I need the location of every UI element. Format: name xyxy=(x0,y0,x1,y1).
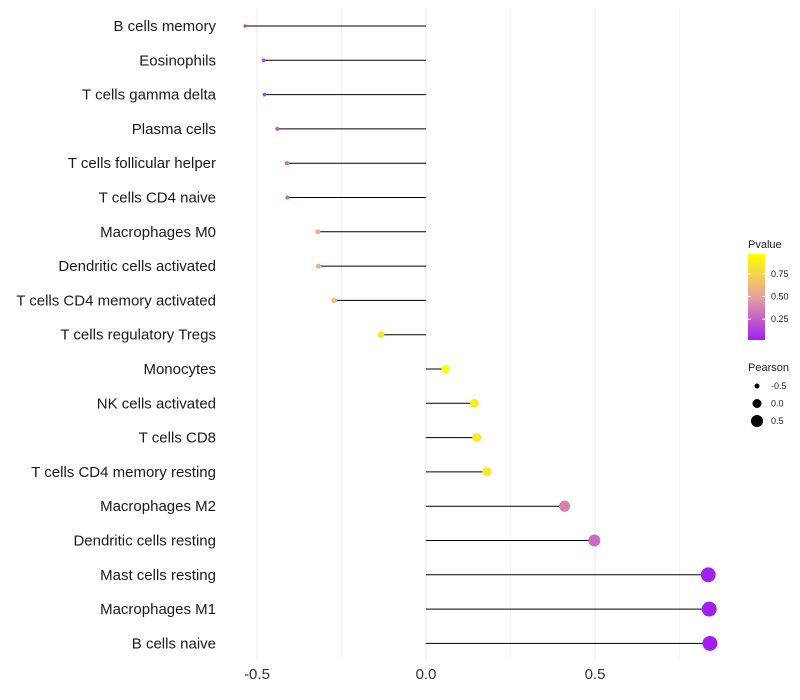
y-axis-label: Macrophages M1 xyxy=(100,601,216,618)
lollipop-segments xyxy=(245,25,710,644)
lollipop-point xyxy=(441,364,450,374)
colorbar-tick-label: 0.75 xyxy=(771,269,789,279)
size-legend-dot xyxy=(752,399,762,408)
lollipop-point xyxy=(558,500,571,512)
y-axis-label: Macrophages M2 xyxy=(100,498,216,515)
pvalue-colorbar xyxy=(748,254,765,340)
x-tick-label: 0.5 xyxy=(585,666,606,683)
lollipop-point xyxy=(262,92,267,97)
lollipop-point xyxy=(285,195,290,200)
lollipop-point xyxy=(284,161,289,166)
x-tick-label: 0.0 xyxy=(416,666,437,683)
y-axis-label: T cells CD4 memory resting xyxy=(31,464,216,481)
lollipop-point xyxy=(702,635,718,651)
size-legend-label: 0.0 xyxy=(771,399,784,409)
lollipop-point xyxy=(482,467,492,477)
y-axis-label: T cells gamma delta xyxy=(82,87,217,104)
y-axis-labels: B cells memory Eosinophils T cells gamma d… xyxy=(16,18,216,652)
size-legend-label: -0.5 xyxy=(771,381,787,391)
size-legend-label: 0.5 xyxy=(771,416,784,426)
y-axis-label: T cells follicular helper xyxy=(68,155,216,172)
y-axis-label: B cells naive xyxy=(132,635,216,652)
grid-lines xyxy=(256,8,680,660)
x-axis-ticks: -0.5 0.0 0.5 xyxy=(244,666,605,683)
pvalue-legend: Pvalue 0.75 0.50 0.25 xyxy=(748,239,789,340)
colorbar-tick-label: 0.25 xyxy=(771,314,789,324)
lollipop-point xyxy=(700,567,716,583)
lollipop-point xyxy=(261,58,266,63)
y-axis-label: T cells regulatory Tregs xyxy=(60,327,216,344)
lollipop-point xyxy=(316,263,322,269)
lollipop-point xyxy=(315,229,321,235)
lollipop-point xyxy=(701,601,717,617)
lollipop-point xyxy=(469,398,479,408)
y-axis-label: Dendritic cells activated xyxy=(58,258,216,275)
y-axis-label: T cells CD8 xyxy=(139,430,216,447)
y-axis-label: Mast cells resting xyxy=(100,567,216,584)
y-axis-label: T cells CD4 naive xyxy=(99,190,216,207)
lollipop-point xyxy=(377,331,385,338)
size-legend-dot xyxy=(754,383,760,389)
lollipop-point xyxy=(472,433,482,443)
y-axis-label: B cells memory xyxy=(113,18,216,35)
y-axis-label: NK cells activated xyxy=(97,395,216,412)
pearson-legend-title: Pearson xyxy=(748,362,789,374)
pearson-legend: Pearson -0.5 0.0 0.5 xyxy=(748,362,789,427)
pvalue-legend-title: Pvalue xyxy=(748,239,782,251)
lollipop-point xyxy=(243,24,247,28)
lollipop-point xyxy=(588,534,601,547)
colorbar-tick-label: 0.50 xyxy=(771,292,789,302)
size-legend-dot xyxy=(751,415,763,427)
lollipop-points xyxy=(243,24,718,651)
y-axis-label: Dendritic cells resting xyxy=(73,533,216,550)
y-axis-label: Macrophages M0 xyxy=(100,224,216,241)
lollipop-point xyxy=(331,297,337,304)
y-axis-label: T cells CD4 memory activated xyxy=(16,292,216,309)
y-axis-label: Eosinophils xyxy=(139,52,216,69)
y-axis-label: Plasma cells xyxy=(132,121,216,138)
y-axis-label: Monocytes xyxy=(143,361,216,378)
x-tick-label: -0.5 xyxy=(244,666,270,683)
lollipop-point xyxy=(275,126,280,131)
